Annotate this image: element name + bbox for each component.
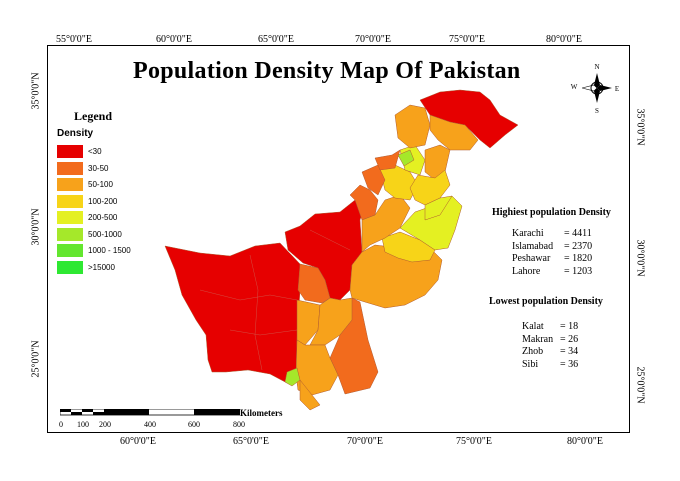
- graticule-top-label: 70°0'0"E: [355, 34, 391, 45]
- legend-item: >15000: [57, 260, 115, 274]
- map-title: Population Density Map Of Pakistan: [133, 58, 521, 84]
- region-kpk-northwest: [374, 149, 401, 171]
- legend-label: 50-100: [88, 180, 113, 189]
- legend-label: 200-500: [88, 213, 118, 222]
- legend-label: 100-200: [88, 196, 118, 206]
- scale-tick-label: 100: [77, 420, 89, 429]
- legend-label: 30-50: [88, 163, 109, 173]
- region-karachi: [284, 367, 301, 387]
- scale-tick-label: 0: [59, 420, 63, 429]
- legend-item: 200-500: [57, 211, 117, 224]
- graticule-bottom-label: 65°0'0"E: [233, 436, 269, 447]
- legend-item: 30-50: [57, 161, 109, 175]
- compass-north-label: N: [594, 63, 600, 71]
- scale-caption: Kilometers: [240, 408, 283, 418]
- region-punjab-central: [381, 231, 436, 263]
- compass-east-label: E: [614, 85, 620, 93]
- scale-tick-label: 400: [144, 420, 156, 429]
- legend-swatch: [57, 178, 83, 191]
- stat-name: Karachi: [512, 228, 544, 239]
- region-kalat-south: [296, 299, 321, 346]
- graticule-bottom-label: 60°0'0"E: [120, 436, 156, 447]
- scale-tick-label: 200: [99, 420, 111, 429]
- scale-tick-label: 800: [233, 420, 245, 429]
- legend-subtitle: Density: [57, 128, 94, 139]
- lowest-density-heading: Lowest population Density: [489, 296, 603, 307]
- region-kpk-southwest: [349, 184, 379, 221]
- stat-name: Islamabad: [512, 240, 554, 252]
- legend-label: 1000 - 1500: [88, 246, 131, 255]
- region-kpk-south: [361, 194, 411, 253]
- legend-swatch: [57, 227, 83, 241]
- stat-row: Karachi = 4411: [512, 228, 592, 239]
- legend-item: 500-1000: [57, 227, 122, 241]
- region-balochistan-west: [164, 242, 301, 384]
- graticule-top-label: 65°0'0"E: [258, 34, 294, 45]
- legend-label: >15000: [88, 262, 115, 272]
- legend-swatch: [57, 211, 83, 224]
- legend-item: <30: [57, 145, 102, 158]
- stat-name: Kalat: [522, 321, 544, 332]
- stat-row: Makran = 26: [522, 334, 578, 345]
- graticule-top-label: 60°0'0"E: [156, 34, 192, 45]
- stat-row: Kalat = 18: [522, 321, 578, 332]
- stat-value: = 36: [560, 358, 579, 370]
- compass-rose-icon: [582, 73, 612, 103]
- stat-row: Sibi = 36: [522, 359, 578, 370]
- stat-row: Lahore = 1203: [512, 266, 592, 277]
- region-lahore: [424, 195, 453, 221]
- legend-swatch: [57, 145, 83, 158]
- legend-item: 1000 - 1500: [57, 244, 131, 257]
- region-baltistan: [429, 114, 479, 151]
- graticule-bottom-label: 75°0'0"E: [456, 436, 492, 447]
- stat-name: Sibi: [522, 358, 539, 370]
- graticule-bottom-label: 70°0'0"E: [347, 436, 383, 447]
- graticule-top-label: 80°0'0"E: [546, 34, 582, 45]
- stat-row: Zhob = 34: [522, 346, 578, 357]
- legend-item: 100-200: [57, 194, 118, 208]
- graticule-bottom-label: 80°0'0"E: [567, 436, 603, 447]
- stat-name: Lahore: [512, 265, 541, 277]
- region-thatta: [299, 379, 321, 411]
- legend-swatch: [57, 260, 83, 274]
- legend-title: Legend: [74, 109, 113, 123]
- stat-row: Peshawar = 1820: [512, 253, 592, 264]
- stat-value: = 2370: [564, 240, 593, 252]
- graticule-top-label: 55°0'0"E: [56, 34, 92, 45]
- region-sindh-east: [329, 297, 379, 395]
- graticule-top-label: 75°0'0"E: [449, 34, 485, 45]
- legend-label: 500-1000: [88, 229, 122, 239]
- legend-label: <30: [88, 147, 102, 156]
- compass-west-label: W: [570, 83, 578, 91]
- stat-value: = 1203: [564, 265, 593, 277]
- highest-density-heading: Highiest population Density: [492, 207, 611, 218]
- legend-swatch: [57, 194, 83, 208]
- region-islamabad: [397, 149, 415, 167]
- stat-value: = 18: [560, 321, 579, 332]
- region-kpk-north: [394, 104, 431, 149]
- stat-name: Zhob: [522, 346, 544, 357]
- stat-name: Peshawar: [512, 253, 551, 264]
- legend-item: 50-100: [57, 178, 113, 191]
- stat-value: = 4411: [564, 228, 592, 239]
- compass-south-label: S: [595, 107, 599, 115]
- region-kpk-west: [361, 164, 386, 196]
- legend-swatch: [57, 161, 83, 175]
- stat-value: = 34: [560, 346, 579, 357]
- scale-tick-label: 600: [188, 420, 200, 429]
- stat-value: = 1820: [564, 253, 593, 264]
- legend-swatch: [57, 244, 83, 257]
- stat-value: = 26: [560, 333, 579, 345]
- stat-row: Islamabad = 2370: [512, 241, 592, 252]
- stat-name: Makran: [522, 333, 554, 345]
- scale-bar: [60, 409, 240, 416]
